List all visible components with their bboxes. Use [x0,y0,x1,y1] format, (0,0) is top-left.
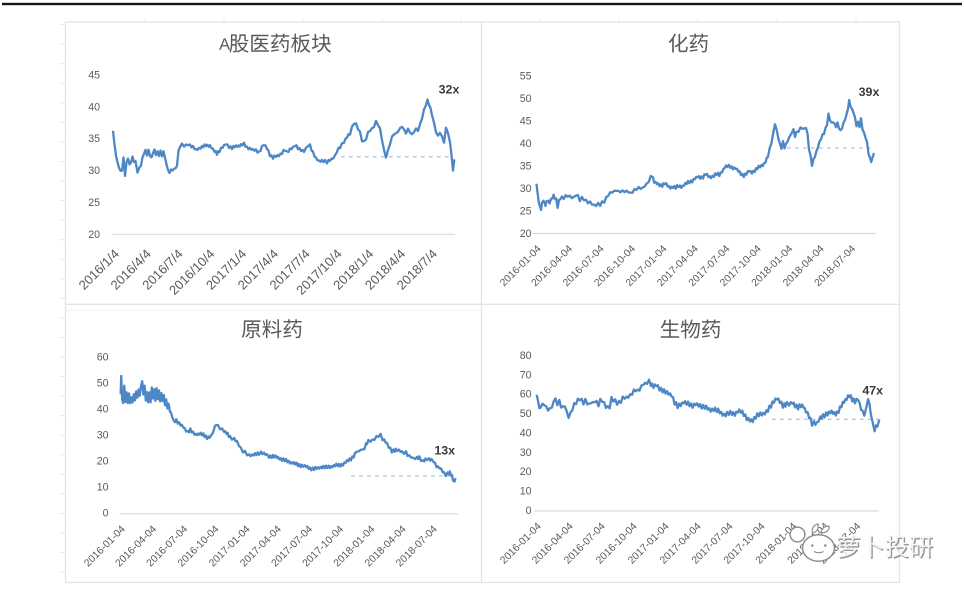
svg-text:20: 20 [520,466,532,478]
svg-text:30: 30 [520,183,532,195]
svg-text:20: 20 [520,228,532,240]
svg-text:45: 45 [520,116,532,128]
svg-text:25: 25 [520,205,532,217]
svg-text:60: 60 [97,352,109,364]
svg-text:0: 0 [103,508,109,520]
svg-text:20: 20 [88,229,100,241]
svg-text:50: 50 [520,408,532,420]
svg-text:13x: 13x [434,443,455,457]
svg-text:30: 30 [88,165,100,177]
svg-text:10: 10 [520,485,532,497]
svg-text:47x: 47x [862,384,883,398]
svg-text:10: 10 [97,482,109,494]
svg-text:32x: 32x [439,83,460,97]
svg-text:40: 40 [97,404,109,416]
svg-text:80: 80 [520,350,532,362]
svg-text:0: 0 [526,505,532,517]
svg-text:35: 35 [520,161,532,173]
svg-text:55: 55 [520,71,532,83]
svg-text:40: 40 [88,101,100,113]
svg-text:40: 40 [520,427,532,439]
svg-text:39x: 39x [859,85,880,99]
svg-text:70: 70 [520,369,532,381]
svg-text:45: 45 [88,69,100,81]
svg-text:50: 50 [97,378,109,390]
svg-text:60: 60 [520,389,532,401]
svg-text:35: 35 [88,133,100,145]
svg-text:30: 30 [520,447,532,459]
svg-text:50: 50 [520,93,532,105]
svg-text:25: 25 [88,197,100,209]
svg-text:20: 20 [97,456,109,468]
svg-text:30: 30 [97,430,109,442]
svg-text:40: 40 [520,138,532,150]
